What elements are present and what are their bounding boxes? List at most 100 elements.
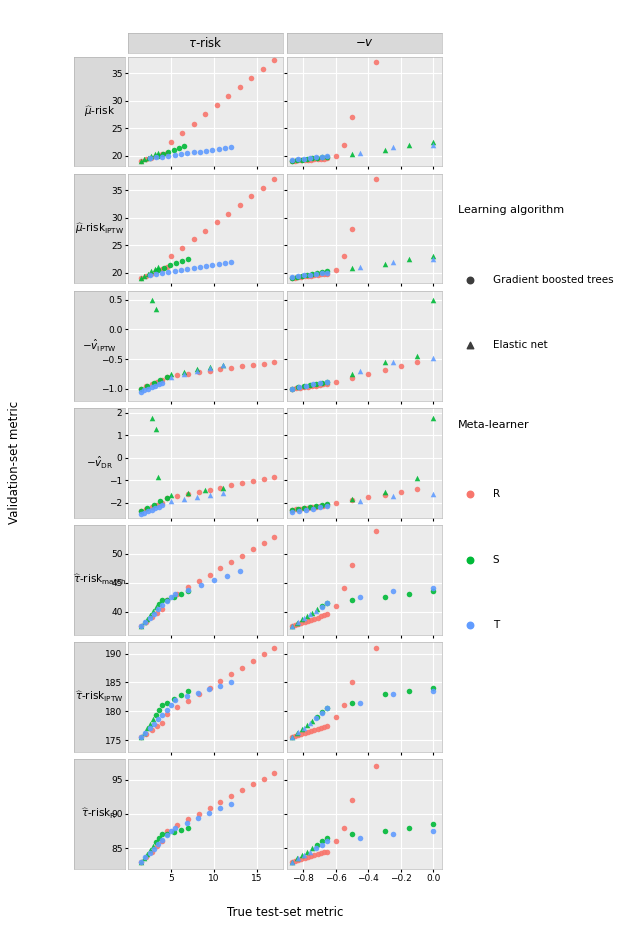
Point xyxy=(179,491,189,506)
Point xyxy=(310,841,321,856)
Point xyxy=(136,382,146,397)
Point xyxy=(380,257,390,272)
Point xyxy=(316,720,326,735)
Point xyxy=(141,379,152,394)
Point xyxy=(287,382,297,397)
Point xyxy=(312,150,323,165)
Point xyxy=(204,682,214,697)
Point xyxy=(291,381,301,396)
Point xyxy=(388,687,398,702)
Point xyxy=(323,266,333,281)
Point xyxy=(166,369,176,384)
Point xyxy=(296,616,307,631)
Point xyxy=(151,600,161,615)
Text: $\widehat{\tau}$-risk$_{\mathsf{match}}$: $\widehat{\tau}$-risk$_{\mathsf{match}}$ xyxy=(73,573,125,587)
Point xyxy=(290,854,300,869)
Point xyxy=(323,499,333,514)
Point xyxy=(172,700,182,715)
Point xyxy=(150,422,161,437)
Point xyxy=(188,260,198,275)
Point xyxy=(183,812,193,827)
Point xyxy=(173,140,184,155)
Point xyxy=(310,603,321,618)
Point xyxy=(294,501,305,516)
Point xyxy=(309,152,319,167)
Point xyxy=(312,837,323,852)
Point xyxy=(292,501,303,516)
Point xyxy=(212,98,222,113)
Point xyxy=(316,846,326,861)
Point xyxy=(147,610,157,625)
Point xyxy=(195,144,205,159)
Point xyxy=(316,266,326,281)
Point xyxy=(297,269,307,284)
Point xyxy=(145,610,155,625)
Point xyxy=(157,598,168,613)
Point xyxy=(218,485,228,500)
Point xyxy=(151,264,161,279)
Point xyxy=(179,364,189,379)
Point xyxy=(153,259,163,274)
Point xyxy=(269,355,280,369)
Point xyxy=(215,801,225,815)
Point xyxy=(312,602,323,617)
Point xyxy=(153,469,163,484)
Point xyxy=(176,822,186,837)
Point xyxy=(192,489,202,504)
Point xyxy=(176,587,186,602)
Point xyxy=(147,411,157,425)
Point xyxy=(222,568,232,583)
Point xyxy=(168,142,179,157)
Point xyxy=(136,855,146,870)
Point xyxy=(166,698,176,713)
Point xyxy=(154,377,164,392)
Point xyxy=(298,501,308,516)
Point xyxy=(148,604,158,619)
Point xyxy=(216,362,226,377)
Point xyxy=(141,726,152,741)
Point xyxy=(223,206,234,221)
Point xyxy=(145,607,156,622)
Point xyxy=(235,79,245,94)
Point xyxy=(147,844,157,859)
Point xyxy=(323,607,333,622)
Point xyxy=(200,223,211,238)
Point xyxy=(259,356,269,371)
Point xyxy=(316,599,326,614)
Point xyxy=(150,147,160,162)
Point xyxy=(396,358,406,373)
Point xyxy=(292,725,303,740)
Point xyxy=(355,146,365,160)
Point xyxy=(307,841,317,856)
Point xyxy=(226,675,236,689)
Text: $\widehat{\tau}$-risk$_{\mathsf{IPTW}}$: $\widehat{\tau}$-risk$_{\mathsf{IPTW}}$ xyxy=(75,689,124,704)
Point xyxy=(303,613,313,628)
Point xyxy=(347,367,357,382)
Point xyxy=(161,703,172,717)
Point xyxy=(150,501,161,516)
Point xyxy=(428,824,438,839)
Text: Learning algorithm: Learning algorithm xyxy=(458,205,564,216)
Point xyxy=(298,151,308,166)
Point xyxy=(305,150,315,165)
Point xyxy=(147,377,157,392)
Point xyxy=(166,494,176,508)
Point xyxy=(161,592,172,607)
Point xyxy=(136,154,146,169)
Point xyxy=(319,151,330,166)
Point xyxy=(218,357,228,372)
Text: Validation-set metric: Validation-set metric xyxy=(8,401,20,524)
Point xyxy=(258,62,268,77)
Text: Meta-learner: Meta-learner xyxy=(458,420,529,430)
Point xyxy=(323,377,333,392)
Point xyxy=(380,824,390,839)
Point xyxy=(269,765,280,780)
Point xyxy=(248,357,258,372)
Point xyxy=(380,143,390,158)
Point xyxy=(216,674,226,689)
Point xyxy=(216,794,226,809)
Point xyxy=(412,349,422,364)
Point xyxy=(235,564,245,578)
Point xyxy=(148,606,159,621)
Point xyxy=(146,266,156,281)
